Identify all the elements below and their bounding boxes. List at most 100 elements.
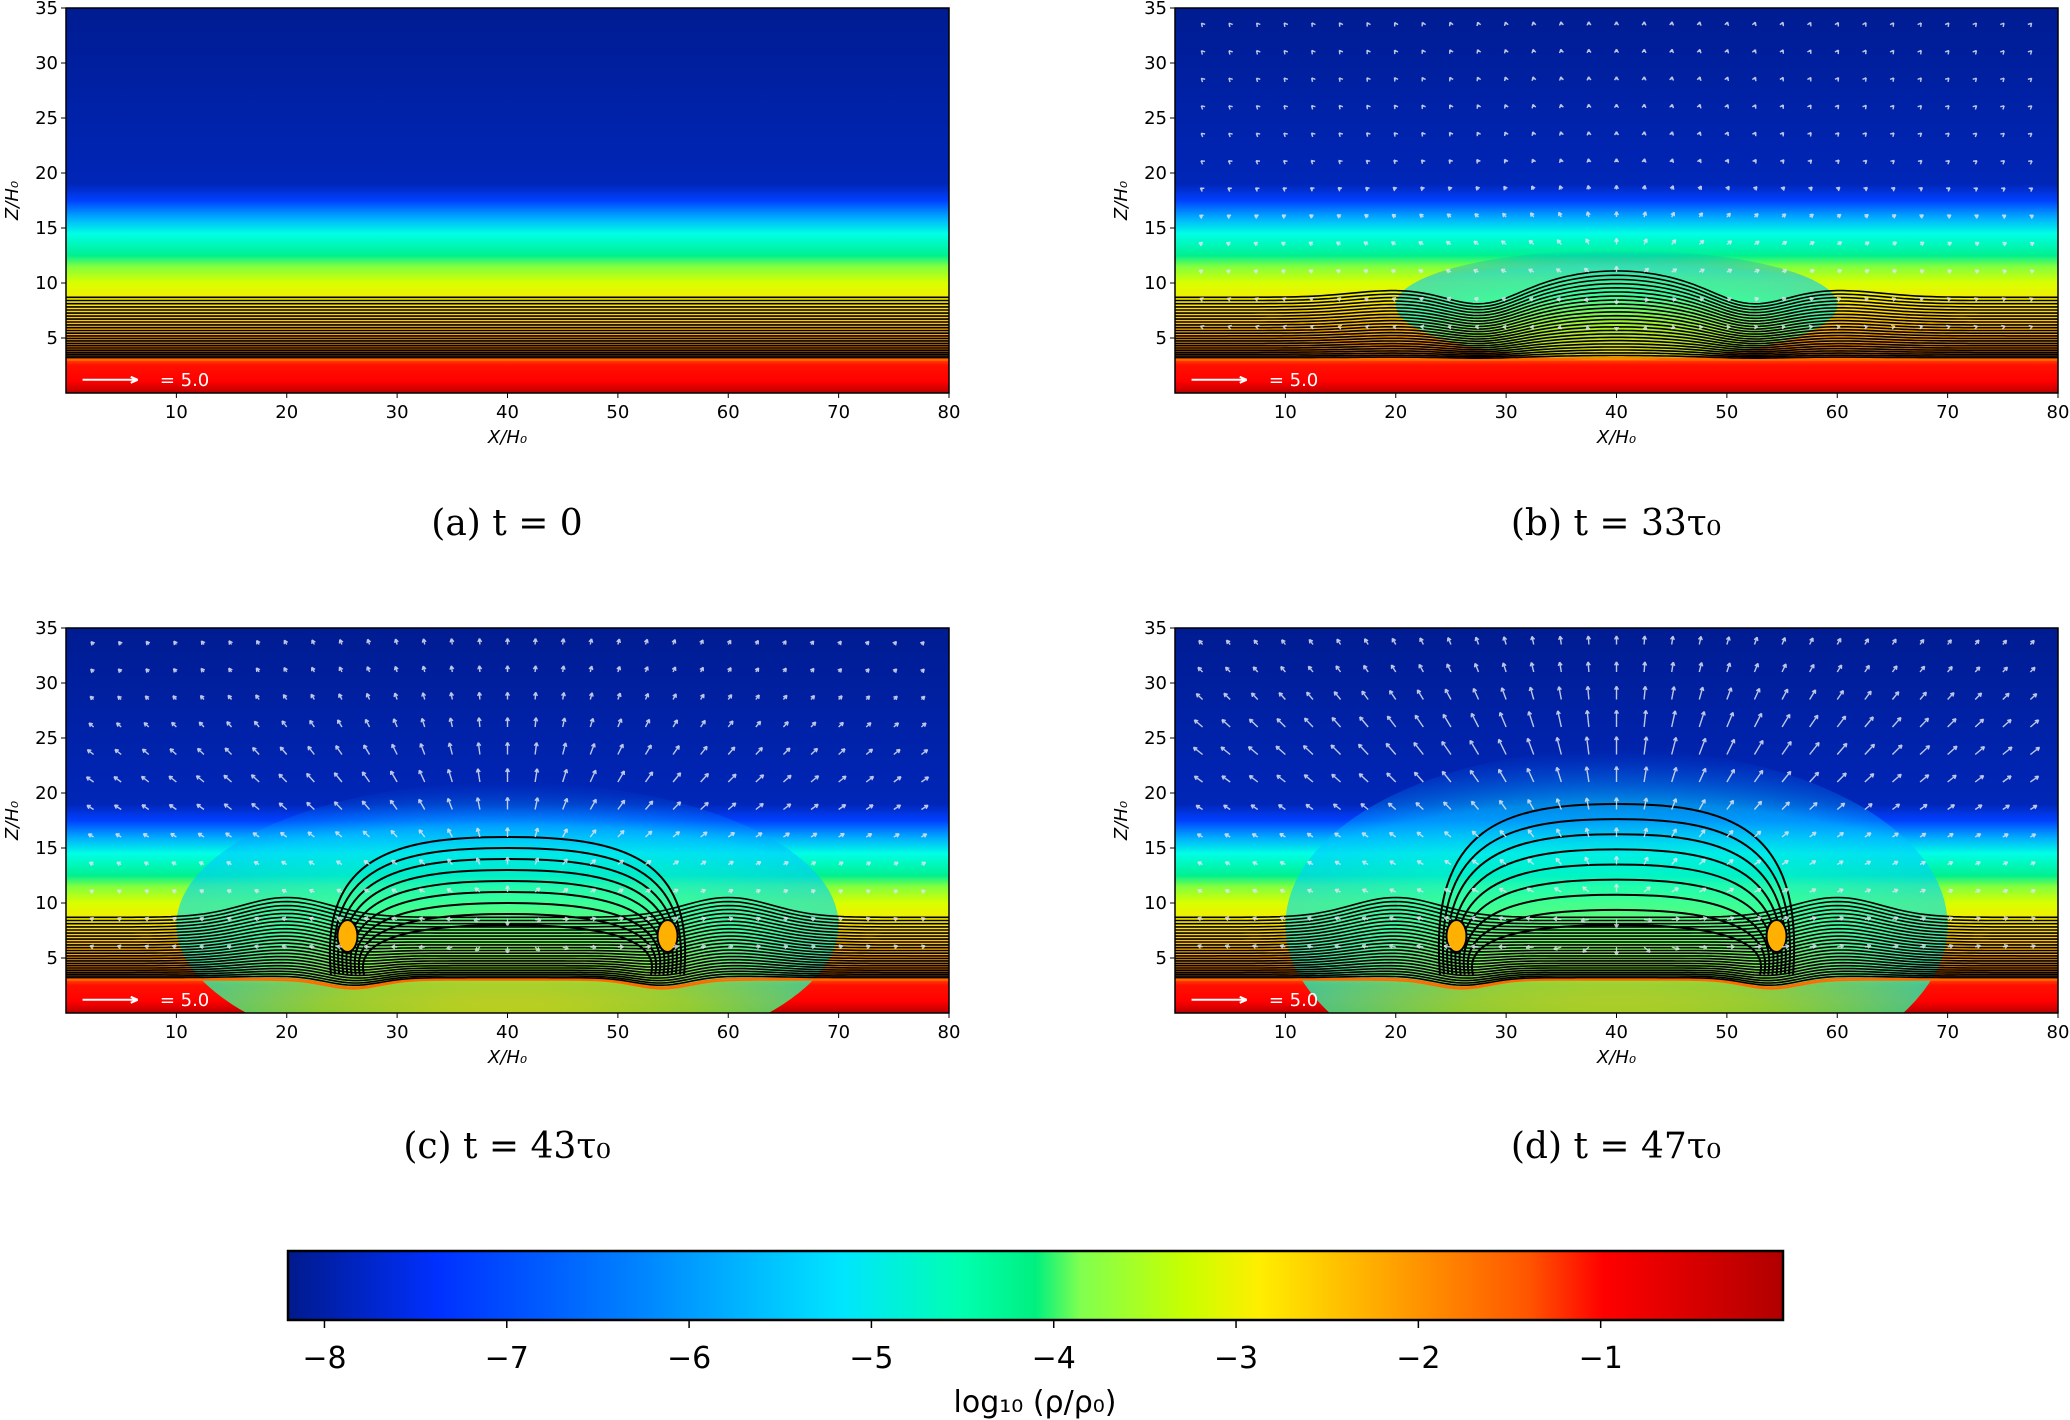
- velocity-arrow: [1891, 665, 1898, 673]
- velocity-arrow: [1889, 104, 1895, 110]
- velocity-arrow: [700, 745, 708, 755]
- velocity-arrow: [1525, 944, 1534, 950]
- field-line: [1175, 354, 2058, 359]
- velocity-arrow: [1671, 887, 1680, 893]
- velocity-arrow: [333, 801, 343, 810]
- caption-a: (a) t = 0: [431, 503, 582, 544]
- velocity-arrow: [920, 640, 925, 646]
- velocity-arrow: [2000, 160, 2006, 165]
- velocity-arrow: [1643, 238, 1648, 245]
- velocity-arrow: [197, 832, 205, 838]
- velocity-arrow: [1248, 774, 1259, 783]
- velocity-arrow: [1781, 831, 1790, 838]
- velocity-arrow: [1669, 21, 1675, 26]
- field-line: [1175, 970, 2058, 982]
- velocity-arrow: [893, 748, 901, 756]
- velocity-arrow: [1836, 324, 1841, 330]
- velocity-arrow: [1781, 268, 1788, 274]
- velocity-arrow: [589, 888, 597, 893]
- velocity-arrow: [1250, 804, 1259, 811]
- velocity-arrow: [1781, 688, 1789, 700]
- velocity-arrow: [1892, 803, 1901, 811]
- velocity-arrow: [1837, 943, 1845, 949]
- velocity-arrow: [1696, 131, 1702, 136]
- velocity-arrow: [1336, 296, 1342, 302]
- velocity-arrow: [1334, 888, 1341, 894]
- velocity-arrow: [560, 638, 566, 645]
- velocity-arrow: [588, 692, 594, 700]
- velocity-arrow: [1613, 661, 1620, 672]
- velocity-arrow: [334, 830, 343, 838]
- velocity-arrow: [1807, 21, 1812, 27]
- velocity-arrow: [306, 801, 315, 811]
- velocity-arrow: [1726, 915, 1735, 921]
- velocity-arrow: [617, 859, 624, 866]
- velocity-arrow: [1308, 241, 1314, 247]
- field-line: [1175, 339, 2058, 351]
- velocity-arrow: [1671, 857, 1678, 865]
- velocity-arrow: [363, 916, 370, 922]
- velocity-arrow: [1779, 104, 1785, 109]
- velocity-arrow: [1641, 158, 1647, 163]
- velocity-arrow: [1446, 213, 1452, 218]
- velocity-arrow: [2030, 775, 2040, 783]
- x-tick-label: 10: [165, 1022, 188, 1043]
- velocity-arrow: [1363, 269, 1369, 274]
- velocity-arrow: [1781, 636, 1787, 645]
- x-tick-label: 10: [1274, 402, 1297, 423]
- velocity-arrow: [562, 888, 569, 893]
- velocity-arrow: [504, 665, 511, 672]
- velocity-arrow: [562, 945, 569, 951]
- velocity-arrow: [1228, 22, 1233, 28]
- velocity-arrow: [1781, 915, 1790, 921]
- field-line: [1175, 931, 2058, 947]
- velocity-arrow: [1276, 774, 1286, 783]
- velocity-arrow: [117, 640, 123, 646]
- velocity-arrow: [170, 832, 177, 838]
- velocity-arrow: [672, 801, 682, 810]
- velocity-arrow: [1917, 77, 1923, 83]
- velocity-arrow: [504, 638, 511, 645]
- velocity-arrow: [227, 694, 233, 700]
- velocity-arrow: [1553, 887, 1562, 893]
- velocity-arrow: [1528, 686, 1535, 700]
- velocity-arrow: [1337, 324, 1343, 330]
- velocity-arrow: [1586, 21, 1592, 26]
- y-tick-label: 10: [1144, 893, 1167, 914]
- velocity-arrow: [1725, 636, 1731, 645]
- velocity-arrow: [727, 773, 737, 783]
- velocity-arrow: [366, 666, 371, 673]
- velocity-arrow: [168, 775, 177, 783]
- velocity-arrow: [1447, 324, 1452, 330]
- velocity-arrow: [1390, 269, 1397, 274]
- velocity-arrow: [1443, 943, 1452, 949]
- velocity-arrow: [1642, 325, 1648, 330]
- velocity-arrows: [1192, 635, 2041, 956]
- x-tick-label: 70: [1936, 1022, 1959, 1043]
- velocity-arrow: [1531, 158, 1537, 164]
- velocity-arrow: [2002, 692, 2010, 700]
- velocity-arrow: [1529, 324, 1535, 330]
- velocity-arrow: [1696, 103, 1702, 109]
- velocity-arrow: [447, 742, 453, 755]
- velocity-arrow: [1527, 858, 1535, 866]
- velocity-arrow: [1919, 888, 1926, 894]
- velocity-arrow: [1753, 324, 1759, 330]
- velocity-arrow: [921, 889, 926, 894]
- velocity-arrow: [89, 916, 94, 922]
- velocity-arrow: [2028, 160, 2033, 165]
- velocity-arrow: [1253, 241, 1259, 247]
- x-tick-label: 60: [717, 1022, 740, 1043]
- velocity-arrow: [2029, 666, 2036, 673]
- velocity-arrow: [1469, 769, 1480, 783]
- x-tick-label: 50: [1715, 402, 1738, 423]
- velocity-arrow: [1836, 831, 1845, 838]
- velocity-arrow: [838, 944, 844, 950]
- velocity-arrow: [1642, 211, 1648, 218]
- velocity-arrow: [892, 668, 898, 673]
- field-line: [1175, 274, 2058, 308]
- velocity-arrow: [1388, 943, 1396, 949]
- velocity-arrow: [1696, 21, 1702, 26]
- field-line: [1175, 286, 2058, 317]
- velocity-arrow: [89, 695, 95, 701]
